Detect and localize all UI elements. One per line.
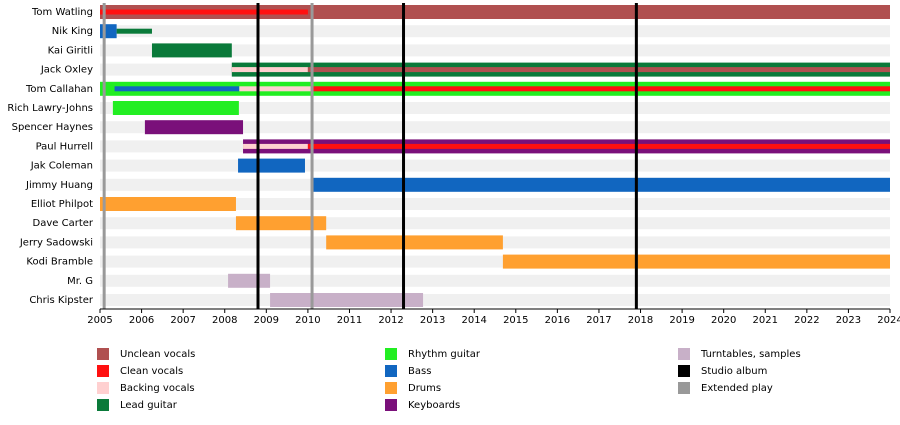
x-tick-label: 2024 xyxy=(877,315,900,326)
member-name: Kodi Bramble xyxy=(26,257,93,268)
role-span xyxy=(238,158,305,173)
x-tick-label: 2010 xyxy=(295,315,320,326)
x-tick-label: 2020 xyxy=(711,315,736,326)
member-name: Rich Lawry-Johns xyxy=(7,103,93,114)
x-tick-label: 2015 xyxy=(503,315,528,326)
row-band xyxy=(100,217,890,230)
row-band xyxy=(100,198,890,210)
member-name: Chris Kipster xyxy=(29,295,94,306)
x-tick-label: 2012 xyxy=(378,315,403,326)
row-band xyxy=(100,25,890,38)
x-tick-label: 2009 xyxy=(254,315,279,326)
legend-label: Rhythm guitar xyxy=(408,349,481,360)
role-span xyxy=(100,24,117,39)
x-tick-label: 2008 xyxy=(212,315,237,326)
member-name: Nik King xyxy=(52,26,93,37)
member-name: Spencer Haynes xyxy=(12,122,93,133)
x-tick-label: 2014 xyxy=(461,315,486,326)
x-tick-label: 2018 xyxy=(628,315,653,326)
member-name: Paul Hurrell xyxy=(36,141,93,152)
role-span xyxy=(100,9,308,15)
legend-swatch xyxy=(385,399,397,411)
member-name: Dave Carter xyxy=(33,218,94,229)
role-span xyxy=(243,143,308,149)
role-span xyxy=(239,86,313,92)
legend-swatch xyxy=(385,348,397,360)
x-tick-label: 2023 xyxy=(836,315,861,326)
role-span xyxy=(310,177,890,192)
role-span xyxy=(116,28,152,34)
x-tick-label: 2005 xyxy=(87,315,112,326)
x-tick-label: 2013 xyxy=(420,315,445,326)
role-span xyxy=(231,67,308,73)
role-span xyxy=(100,197,236,211)
legend-swatch xyxy=(678,382,690,394)
member-name: Mr. G xyxy=(67,276,93,287)
legend-label: Keyboards xyxy=(408,400,460,411)
row-band xyxy=(100,159,890,172)
member-name: Elliot Philpot xyxy=(31,199,93,210)
legend-label: Lead guitar xyxy=(120,400,178,411)
legend-label: Unclean vocals xyxy=(120,349,195,360)
member-name: Jimmy Huang xyxy=(25,180,93,191)
x-tick-label: 2007 xyxy=(170,315,195,326)
role-span xyxy=(144,120,244,135)
role-span xyxy=(270,293,424,307)
member-name: Kai Giritli xyxy=(48,45,93,56)
x-tick-label: 2016 xyxy=(545,315,570,326)
legend-label: Extended play xyxy=(701,383,773,394)
role-span xyxy=(151,43,232,58)
member-name: Jerry Sadowski xyxy=(19,237,93,248)
legend-swatch xyxy=(97,365,109,377)
role-span xyxy=(100,5,890,19)
legend-swatch xyxy=(97,348,109,360)
x-tick-label: 2017 xyxy=(586,315,611,326)
legend-swatch xyxy=(385,365,397,377)
x-tick-label: 2021 xyxy=(753,315,778,326)
legend-label: Backing vocals xyxy=(120,383,195,394)
x-tick-label: 2019 xyxy=(669,315,694,326)
role-span xyxy=(307,67,890,73)
member-name: Jack Oxley xyxy=(40,65,93,76)
legend-label: Turntables, samples xyxy=(700,349,801,360)
x-tick-label: 2006 xyxy=(129,315,154,326)
role-span xyxy=(112,101,239,115)
role-span xyxy=(326,235,503,250)
role-span xyxy=(114,86,240,92)
x-tick-label: 2011 xyxy=(337,315,362,326)
row-band xyxy=(100,44,890,57)
legend-swatch xyxy=(97,382,109,394)
row-band xyxy=(100,274,890,287)
x-tick-label: 2022 xyxy=(794,315,819,326)
row-band xyxy=(100,102,890,114)
legend-label: Drums xyxy=(408,383,441,394)
legend-swatch xyxy=(678,365,690,377)
legend-label: Bass xyxy=(408,366,431,377)
legend-swatch xyxy=(97,399,109,411)
legend-label: Clean vocals xyxy=(120,366,183,377)
row-band xyxy=(100,121,890,134)
member-name: Jak Coleman xyxy=(30,161,93,172)
legend-swatch xyxy=(385,382,397,394)
legend-swatch xyxy=(678,348,690,360)
role-span xyxy=(228,273,271,288)
role-span xyxy=(307,143,890,149)
member-name: Tom Watling xyxy=(31,7,93,18)
legend-label: Studio album xyxy=(701,366,767,377)
member-name: Tom Callahan xyxy=(25,84,93,95)
row-band xyxy=(100,294,890,306)
role-span xyxy=(312,86,891,92)
role-span xyxy=(502,254,890,269)
